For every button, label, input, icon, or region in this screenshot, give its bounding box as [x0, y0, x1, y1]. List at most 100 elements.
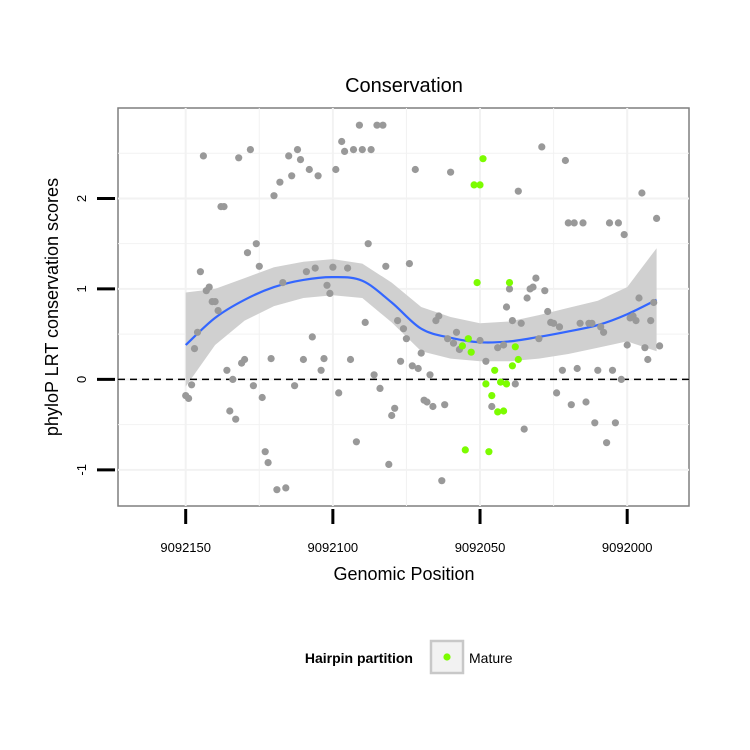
point-other	[426, 371, 434, 379]
point-other	[411, 165, 419, 174]
point-other	[444, 335, 452, 343]
point-other	[349, 146, 358, 154]
point-other	[282, 484, 290, 492]
point-other	[264, 459, 272, 467]
point-other	[243, 249, 252, 257]
point-other	[570, 219, 578, 227]
point-other	[326, 289, 334, 297]
point-other	[399, 325, 408, 333]
point-other	[500, 341, 508, 349]
point-other	[582, 398, 590, 406]
point-other	[196, 268, 204, 276]
point-other	[414, 364, 422, 373]
point-other	[370, 371, 378, 379]
point-other	[317, 366, 325, 374]
x-tick-label: 9092100	[308, 540, 359, 555]
point-other	[258, 393, 266, 402]
point-mature	[467, 348, 475, 356]
point-other	[638, 189, 646, 197]
point-other	[252, 240, 260, 248]
point-other	[597, 323, 605, 331]
point-other	[449, 339, 458, 347]
point-other	[558, 366, 567, 374]
point-other	[600, 328, 608, 336]
point-other	[417, 349, 425, 357]
point-other	[605, 219, 614, 227]
point-other	[555, 323, 564, 331]
point-other	[635, 294, 643, 302]
point-other	[423, 398, 431, 406]
point-other	[185, 394, 193, 402]
point-other	[511, 380, 519, 388]
point-other	[564, 219, 572, 227]
point-other	[296, 156, 305, 164]
point-other	[341, 147, 349, 155]
point-other	[385, 460, 393, 468]
point-other	[232, 415, 240, 423]
point-other	[214, 307, 222, 315]
point-other	[644, 355, 652, 364]
point-other	[226, 407, 234, 415]
point-mature	[485, 448, 493, 456]
point-other	[285, 152, 293, 160]
point-other	[323, 281, 331, 289]
point-other	[656, 342, 664, 350]
point-other	[502, 303, 511, 311]
point-other	[614, 219, 623, 227]
point-other	[550, 319, 558, 327]
point-other	[355, 121, 363, 129]
point-other	[532, 274, 540, 282]
y-axis: -1 0 1 2	[74, 195, 115, 476]
point-other	[438, 477, 446, 485]
point-other	[529, 283, 537, 291]
point-other	[190, 345, 199, 353]
point-other	[517, 319, 525, 327]
x-tick-label: 9092000	[602, 540, 653, 555]
point-other	[591, 419, 599, 427]
point-other	[623, 341, 631, 349]
point-other	[514, 187, 522, 195]
point-other	[270, 192, 278, 200]
point-other	[299, 355, 307, 364]
point-other	[373, 121, 381, 129]
point-other	[603, 439, 611, 447]
x-tick-label: 9092050	[455, 540, 506, 555]
point-other	[544, 307, 552, 316]
point-other	[379, 121, 387, 129]
point-other	[561, 156, 570, 165]
point-other	[488, 402, 496, 411]
point-mature	[473, 279, 481, 287]
x-axis-title: Genomic Position	[333, 564, 474, 584]
point-other	[523, 294, 531, 302]
smooth-trend-line	[184, 275, 658, 346]
point-other	[567, 401, 575, 409]
point-mature	[494, 408, 502, 416]
point-other	[346, 355, 355, 364]
legend-title: Hairpin partition	[305, 650, 413, 666]
point-other	[594, 366, 602, 374]
point-other	[344, 264, 352, 272]
point-other	[279, 279, 287, 287]
point-other	[397, 357, 405, 365]
point-other	[447, 168, 455, 176]
legend: Hairpin partition Mature	[305, 639, 513, 675]
point-other	[476, 336, 484, 345]
point-other	[241, 355, 249, 364]
point-other	[494, 344, 502, 352]
point-mature	[464, 335, 472, 343]
point-other	[358, 146, 366, 154]
point-other	[320, 355, 328, 363]
point-other	[188, 381, 196, 389]
point-other	[332, 165, 340, 174]
point-other	[193, 328, 202, 336]
point-other	[429, 402, 437, 411]
point-other	[246, 146, 254, 154]
point-other	[553, 389, 561, 397]
point-other	[229, 375, 237, 383]
point-other	[382, 262, 390, 270]
point-other	[653, 214, 661, 222]
point-other	[314, 172, 322, 180]
point-other	[541, 287, 549, 295]
legend-key-mature	[443, 653, 451, 661]
